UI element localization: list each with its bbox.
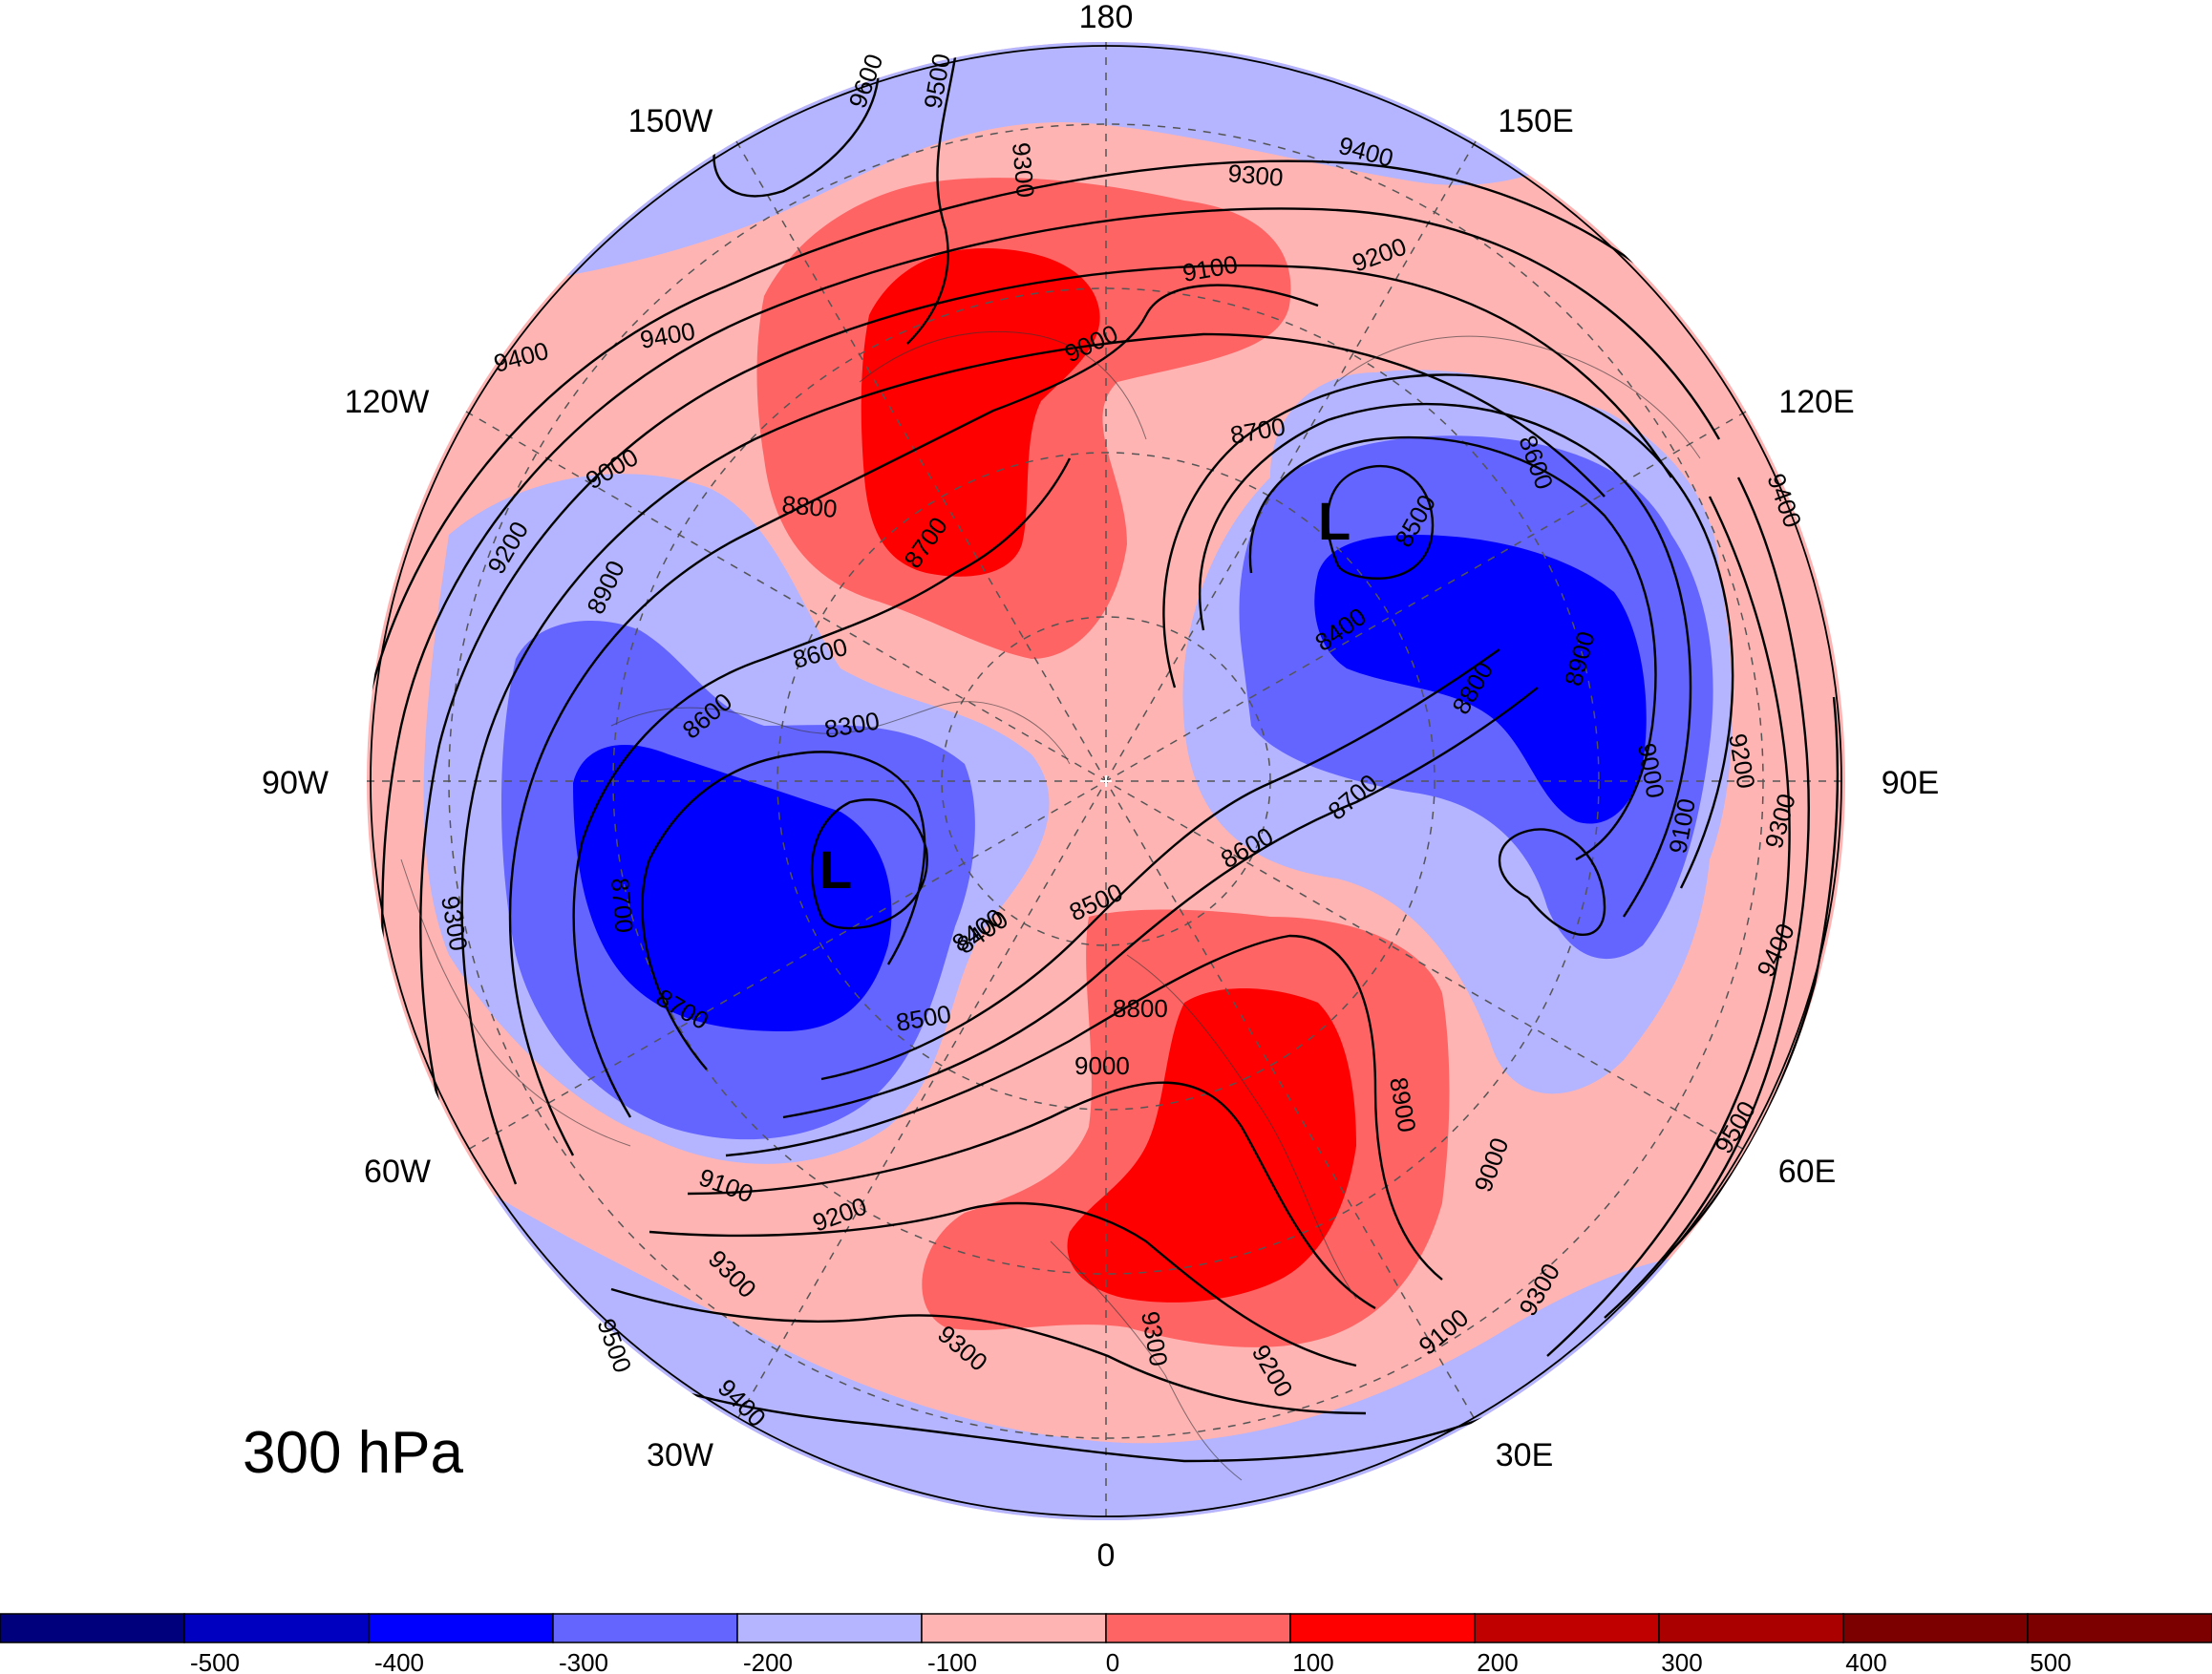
lon-label-120w: 120W (345, 384, 430, 420)
pole-marker (1100, 775, 1112, 787)
colorbar-tick: 200 (1477, 1648, 1518, 1674)
contour-label: 9300 (1226, 159, 1284, 192)
colorbar-box (921, 1613, 1107, 1643)
lon-label-150w: 150W (628, 103, 713, 139)
lon-label-180: 180 (1079, 0, 1134, 35)
colorbar-box (0, 1613, 185, 1643)
colorbar-box (2027, 1613, 2212, 1643)
longitude-labels: 180 150W 150E 120W 120E 90W 90E 60W 60E … (262, 0, 1939, 1574)
lon-label-30e: 30E (1496, 1437, 1554, 1473)
colorbar-tick: -200 (743, 1648, 793, 1674)
colorbar-tick: 400 (1845, 1648, 1886, 1674)
colorbar-tick: -500 (190, 1648, 240, 1674)
colorbar-box (368, 1613, 554, 1643)
lon-label-0: 0 (1097, 1537, 1116, 1574)
colorbar-box (1658, 1613, 1844, 1643)
pos-anomaly-south-strong (1067, 988, 1356, 1303)
contour-label: 8800 (1113, 994, 1168, 1023)
low-pressure-marker: L (1318, 491, 1351, 551)
colorbar-tick: -300 (559, 1648, 608, 1674)
colorbar-box (1105, 1613, 1291, 1643)
colorbar-box (1842, 1613, 2029, 1643)
lon-label-60e: 60E (1778, 1154, 1837, 1190)
height-contours (367, 45, 1842, 1517)
contour-label: 8800 (780, 490, 838, 523)
colorbar-box (1474, 1613, 1660, 1643)
colorbar-box (1289, 1613, 1476, 1643)
contour-label: 8700 (606, 877, 639, 934)
lon-label-150e: 150E (1498, 103, 1573, 139)
colorbar-tick: 100 (1292, 1648, 1333, 1674)
neg-anomaly-west-strong (573, 745, 892, 1031)
colorbar-box (552, 1613, 738, 1643)
coastlines (400, 331, 1701, 1481)
lon-label-120e: 120E (1778, 384, 1854, 420)
colorbar-box (183, 1613, 370, 1643)
lon-label-30w: 30W (647, 1437, 713, 1473)
colorbar-tick: 500 (2030, 1648, 2071, 1674)
colorbar-tick: -100 (927, 1648, 977, 1674)
lon-label-60w: 60W (364, 1154, 431, 1190)
lon-label-90w: 90W (262, 765, 329, 801)
colorbar: -500 -400 -300 -200 -100 0 100 200 300 4… (0, 1613, 2212, 1674)
contour-label: 9300 (1007, 141, 1040, 199)
colorbar-boxes (0, 1613, 2212, 1643)
colorbar-tick: 300 (1661, 1648, 1702, 1674)
low-pressure-marker: L (819, 839, 852, 900)
lon-label-90e: 90E (1882, 765, 1940, 801)
level-label: 300 hPa (243, 1420, 464, 1486)
colorbar-box (736, 1613, 923, 1643)
neg-anomaly-east-strong (1314, 535, 1647, 824)
colorbar-tick: -400 (374, 1648, 424, 1674)
colorbar-tick: 0 (1106, 1648, 1119, 1674)
contour-label: 9000 (1074, 1051, 1130, 1080)
colorbar-ticks: -500 -400 -300 -200 -100 0 100 200 300 4… (190, 1648, 2072, 1674)
